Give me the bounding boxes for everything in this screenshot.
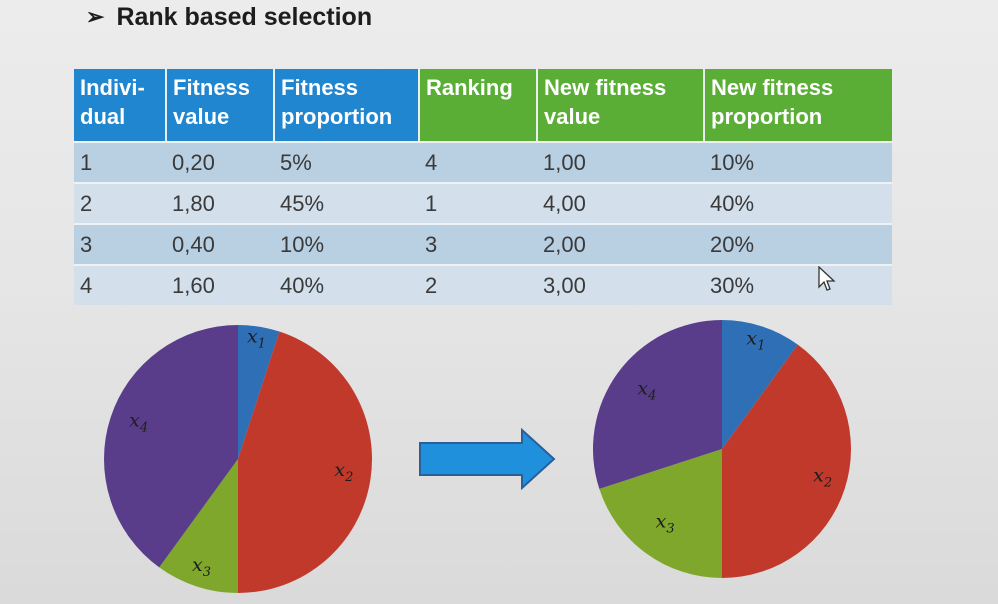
cell-ranking: 3 — [419, 223, 537, 265]
table-header-row: Indivi-dual Fitness value Fitness proporti… — [74, 69, 892, 142]
cell-fitness-value: 0,20 — [166, 141, 274, 183]
header-new-fitness-proportion: New fitness proportion — [703, 69, 892, 142]
table-row: 3 0,40 10% 3 2,00 20% — [74, 223, 892, 265]
pie-label-x1: x1 — [746, 328, 765, 354]
slide-title-text: Rank based selection — [116, 2, 373, 31]
right-arrow-icon — [419, 428, 556, 490]
mouse-pointer-icon — [818, 266, 836, 291]
pie-slice-x2 — [722, 344, 851, 578]
pie-label-x2: x2 — [334, 459, 353, 485]
pie-slice-x4 — [593, 320, 722, 489]
cell-new-fitness-proportion: 20% — [704, 223, 892, 265]
cell-new-fitness-proportion: 30% — [704, 264, 892, 305]
pie-label-x4: x4 — [129, 410, 148, 436]
cell-fitness-proportion: 40% — [274, 264, 419, 305]
pie-chart-original: x1 x2 x3 x4 — [104, 325, 372, 593]
pie-label-x2: x2 — [813, 465, 832, 491]
header-individual: Indivi-dual — [74, 69, 166, 142]
cell-fitness-proportion: 5% — [274, 141, 419, 183]
pie-label-x4: x4 — [637, 377, 656, 403]
pie-chart-ranked: x1 x2 x3 x4 — [593, 320, 851, 578]
cell-individual: 1 — [74, 141, 166, 183]
pie-slice-x3 — [599, 449, 722, 578]
pie-slice-x2 — [238, 331, 372, 593]
cell-ranking: 4 — [419, 141, 537, 183]
header-new-fitness-value: New fitness value — [536, 69, 704, 142]
header-ranking: Ranking — [418, 69, 537, 142]
cell-fitness-proportion: 45% — [274, 182, 419, 224]
fitness-table: Indivi-dual Fitness value Fitness proporti… — [74, 69, 892, 305]
pie-slice-x3 — [159, 459, 238, 593]
cell-new-fitness-proportion: 40% — [704, 182, 892, 224]
pie-slice-x4 — [104, 325, 239, 568]
pie-slice-x1 — [238, 325, 280, 459]
table-row: 4 1,60 40% 2 3,00 30% — [74, 264, 892, 305]
cell-ranking: 2 — [419, 264, 537, 305]
cell-fitness-proportion: 10% — [274, 223, 419, 265]
cell-new-fitness-value: 3,00 — [537, 264, 704, 305]
pie-label-x1: x1 — [247, 326, 266, 352]
cell-new-fitness-proportion: 10% — [704, 141, 892, 183]
slide-title: ➢ Rank based selection — [86, 2, 372, 32]
cell-fitness-value: 0,40 — [166, 223, 274, 265]
pie-label-x3: x3 — [192, 554, 211, 580]
cell-new-fitness-value: 1,00 — [537, 141, 704, 183]
cell-individual: 4 — [74, 264, 166, 305]
header-fitness-value: Fitness value — [165, 69, 274, 142]
pie-slice-x1 — [722, 320, 798, 449]
cell-new-fitness-value: 4,00 — [537, 182, 704, 224]
table-row: 1 0,20 5% 4 1,00 10% — [74, 141, 892, 183]
cell-individual: 2 — [74, 182, 166, 224]
table-row: 2 1,80 45% 1 4,00 40% — [74, 182, 892, 224]
pie-label-x3: x3 — [656, 510, 675, 536]
bullet-arrow-icon: ➢ — [86, 4, 105, 29]
header-fitness-proportion: Fitness proportion — [273, 69, 419, 142]
cell-fitness-value: 1,80 — [166, 182, 274, 224]
cell-new-fitness-value: 2,00 — [537, 223, 704, 265]
cell-individual: 3 — [74, 223, 166, 265]
cell-ranking: 1 — [419, 182, 537, 224]
cell-fitness-value: 1,60 — [166, 264, 274, 305]
